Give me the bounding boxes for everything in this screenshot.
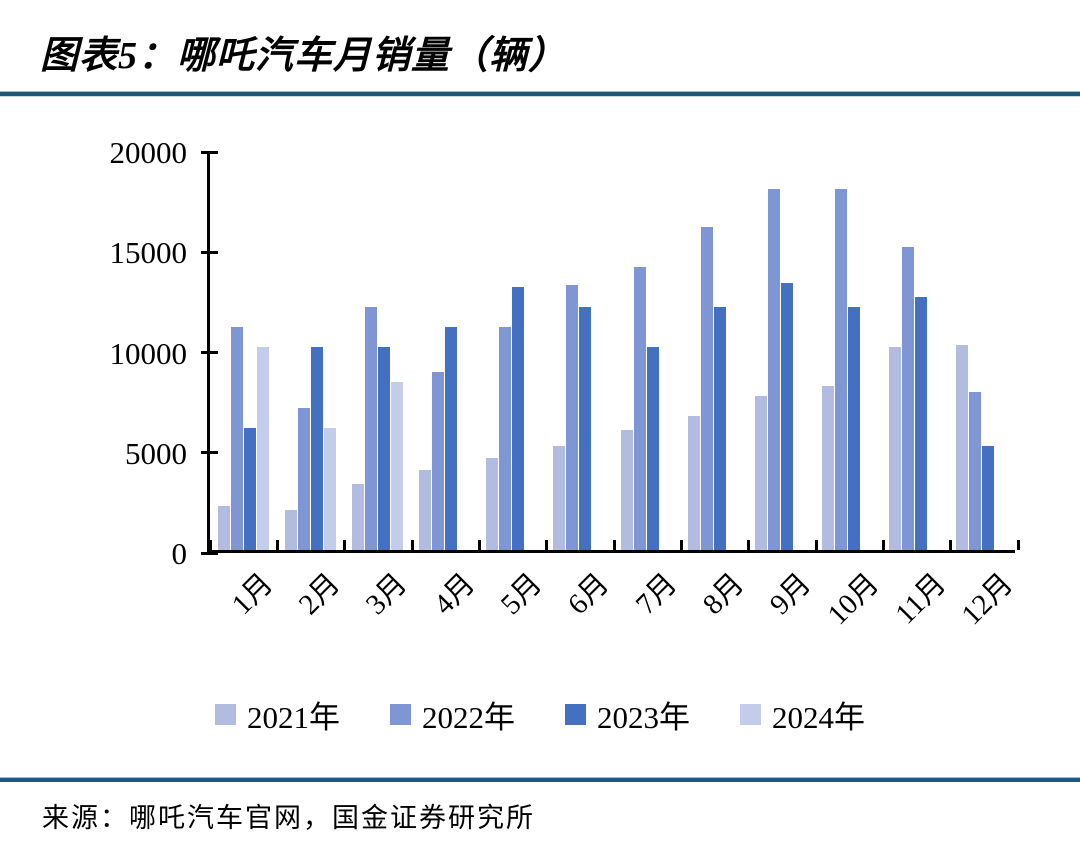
bar-2022年-4月 xyxy=(432,372,445,550)
bar-group-9月 xyxy=(747,152,814,550)
bar-2023年-12月 xyxy=(981,446,994,550)
legend-swatch-icon xyxy=(390,704,411,725)
bar-2022年-2月 xyxy=(298,408,311,550)
bar-2024年-1月 xyxy=(257,347,270,550)
bar-2023年-2月 xyxy=(311,347,324,550)
legend-label: 2024年 xyxy=(772,700,865,735)
legend-item-2021年: 2021年 xyxy=(215,692,340,737)
title-divider-line xyxy=(0,91,1080,97)
bar-2021年-9月 xyxy=(754,396,767,550)
footer-divider-line xyxy=(0,777,1080,782)
legend-label: 2022年 xyxy=(422,700,515,735)
x-axis-tick xyxy=(343,540,347,550)
bar-group-7月 xyxy=(612,152,679,550)
x-axis-tick xyxy=(208,540,212,550)
bar-2022年-3月 xyxy=(365,307,378,550)
source-note: 来源：哪吒汽车官网，国金证券研究所 xyxy=(42,803,535,833)
bar-2023年-7月 xyxy=(646,347,659,550)
y-axis-label: 0 xyxy=(171,536,188,571)
bar-group-12月 xyxy=(948,152,1015,550)
y-axis-label: 20000 xyxy=(109,135,188,170)
bar-2021年-2月 xyxy=(285,510,298,550)
legend-swatch-icon xyxy=(565,704,586,725)
chart-title: 图表5：哪吒汽车月销量（辆） xyxy=(40,35,568,77)
bar-group-5月 xyxy=(478,152,545,550)
bar-2022年-8月 xyxy=(700,227,713,550)
chart-legend: 2021年 2022年 2023年 2024年 xyxy=(0,692,1080,737)
bar-2023年-5月 xyxy=(512,287,525,550)
y-axis-tick xyxy=(201,250,218,254)
bar-2021年-7月 xyxy=(620,430,633,550)
legend-label: 2023年 xyxy=(597,700,690,735)
bar-2021年-10月 xyxy=(821,386,834,550)
x-axis-tick xyxy=(477,540,481,550)
bar-2022年-5月 xyxy=(499,327,512,550)
y-axis-tick xyxy=(201,551,218,555)
bar-2024年-2月 xyxy=(324,428,337,550)
bar-group-6月 xyxy=(545,152,612,550)
bar-2022年-1月 xyxy=(231,327,244,550)
bar-group-11月 xyxy=(881,152,948,550)
x-axis-tick xyxy=(949,540,953,550)
bar-2022年-12月 xyxy=(968,392,981,550)
y-axis-tick xyxy=(201,451,218,455)
bar-2022年-10月 xyxy=(834,189,847,550)
bar-2023年-11月 xyxy=(914,297,927,550)
bar-group-10月 xyxy=(814,152,881,550)
legend-item-2023年: 2023年 xyxy=(565,692,690,737)
bar-group-2月 xyxy=(277,152,344,550)
y-axis-label: 5000 xyxy=(125,435,187,471)
x-axis-tick xyxy=(275,540,279,550)
x-axis-tick xyxy=(410,540,414,550)
legend-item-2024年: 2024年 xyxy=(740,692,865,737)
x-axis-tick xyxy=(679,540,683,550)
x-axis-tick xyxy=(545,540,549,550)
plot-area: 0 5000 10000 15000 20000 1月 2月 3月 4月 5月 6月 7月 8月 9月 10… xyxy=(110,137,1020,631)
bar-2021年-8月 xyxy=(687,416,700,550)
x-axis-tick xyxy=(881,540,885,550)
bar-2022年-7月 xyxy=(633,267,646,550)
x-axis-tick xyxy=(1016,540,1020,550)
y-axis-tick xyxy=(201,150,218,154)
bar-2023年-1月 xyxy=(244,428,257,550)
bar-2021年-3月 xyxy=(352,484,365,550)
bar-2021年-11月 xyxy=(888,347,901,550)
bar-2023年-4月 xyxy=(445,327,458,550)
bar-group-8月 xyxy=(680,152,747,550)
x-axis-tick xyxy=(612,540,616,550)
bar-group-3月 xyxy=(344,152,411,550)
y-axis-label: 15000 xyxy=(109,235,188,271)
bar-2024年-3月 xyxy=(391,382,404,550)
bar-2021年-6月 xyxy=(553,446,566,550)
bar-2023年-10月 xyxy=(847,307,860,550)
bars-container xyxy=(210,152,1015,550)
x-axis-tick xyxy=(747,540,751,550)
y-axis-label: 10000 xyxy=(109,335,188,371)
legend-swatch-icon xyxy=(215,704,236,725)
legend-swatch-icon xyxy=(740,704,761,725)
bar-2021年-4月 xyxy=(419,470,432,550)
bar-group-4月 xyxy=(411,152,478,550)
bar-2023年-8月 xyxy=(713,307,726,550)
legend-item-2022年: 2022年 xyxy=(390,692,515,737)
bar-2023年-9月 xyxy=(780,283,793,550)
bar-2023年-6月 xyxy=(579,307,592,550)
legend-label: 2021年 xyxy=(247,700,340,735)
bar-group-1月 xyxy=(210,152,277,550)
bar-2022年-11月 xyxy=(901,247,914,550)
bar-2021年-12月 xyxy=(955,345,968,550)
x-axis-tick xyxy=(814,540,818,550)
y-axis-tick xyxy=(201,351,218,354)
bar-2021年-1月 xyxy=(218,506,231,550)
bar-2023年-3月 xyxy=(378,347,391,550)
bar-2021年-5月 xyxy=(486,458,499,550)
bar-2022年-9月 xyxy=(767,189,780,550)
bar-2022年-6月 xyxy=(566,285,579,550)
